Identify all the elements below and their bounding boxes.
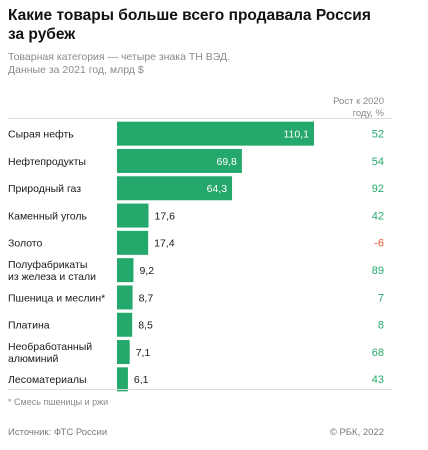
category-label: Каменный уголь xyxy=(8,210,88,222)
bar xyxy=(117,148,242,173)
value-label: 8,7 xyxy=(139,292,154,304)
bar xyxy=(117,176,233,201)
category-label-line: Полуфабрикаты xyxy=(8,259,87,271)
value-label: 6,1 xyxy=(134,374,149,386)
growth-header-line-1: Рост к 2020 xyxy=(333,96,384,107)
category-label: Нефтепродукты xyxy=(8,156,86,168)
chart-subtitle: Товарная категория — четыре знака ТН ВЭД… xyxy=(8,51,328,77)
growth-label: 92 xyxy=(372,183,384,195)
growth-label: 89 xyxy=(372,265,384,277)
category-label: Пшеница и меслин* xyxy=(8,292,105,304)
category-label-line: Нефтепродукты xyxy=(8,156,86,168)
value-label: 8,5 xyxy=(138,320,153,332)
subtitle-line-2: Данные за 2021 год, млрд $ xyxy=(8,64,144,76)
growth-header-line-2: году, % xyxy=(352,108,384,119)
growth-label: 68 xyxy=(372,347,384,359)
category-label-line: из железа и стали xyxy=(8,271,96,283)
category-label-line: Сырая нефть xyxy=(8,129,74,141)
growth-label: -6 xyxy=(374,238,384,250)
value-label: 69,8 xyxy=(216,156,237,168)
top-divider xyxy=(8,118,392,119)
chart-title: Какие товары больше всего продавала Росс… xyxy=(8,7,371,43)
bottom-divider xyxy=(8,389,392,390)
bar xyxy=(117,121,314,146)
growth-label: 54 xyxy=(372,156,384,168)
category-label: Золото xyxy=(8,238,42,250)
value-label: 110,1 xyxy=(284,129,310,141)
footnote: * Смесь пшеницы и ржи xyxy=(8,397,109,407)
bar xyxy=(117,258,134,283)
category-label-line: Платина xyxy=(8,320,50,332)
category-label: Природный газ xyxy=(8,183,81,195)
credit-note: © РБК, 2022 xyxy=(329,427,384,438)
value-label: 17,6 xyxy=(154,210,175,222)
value-label: 17,4 xyxy=(154,238,175,250)
subtitle-line-1: Товарная категория — четыре знака ТН ВЭД… xyxy=(8,51,231,63)
category-label-line: Золото xyxy=(8,238,42,250)
value-label: 9,2 xyxy=(139,265,154,277)
source-note: Источник: ФТС России xyxy=(8,427,108,438)
category-label: Необработанный алюминий xyxy=(8,341,92,365)
category-label-line: Пшеница и меслин* xyxy=(8,292,105,304)
value-label: 64,3 xyxy=(207,183,228,195)
bar xyxy=(117,285,133,310)
category-label-line: Каменный уголь xyxy=(8,210,88,222)
category-label-line: Необработанный xyxy=(8,341,92,353)
bar xyxy=(117,230,149,255)
bar xyxy=(117,203,149,228)
growth-label: 42 xyxy=(372,210,384,222)
growth-label: 43 xyxy=(372,374,384,386)
category-label: Лесоматериалы xyxy=(8,374,87,386)
growth-label: 8 xyxy=(378,320,384,332)
bar xyxy=(117,367,128,392)
category-label-line: Природный газ xyxy=(8,183,81,195)
category-label-line: Лесоматериалы xyxy=(8,374,87,386)
bar xyxy=(117,340,130,365)
bar xyxy=(117,312,133,337)
category-label-line: алюминий xyxy=(8,353,58,365)
growth-label: 7 xyxy=(378,292,384,304)
growth-column-header: Рост к 2020 году, % xyxy=(294,96,384,120)
category-label: Сырая нефть xyxy=(8,129,74,141)
value-label: 7,1 xyxy=(136,347,151,359)
category-label: Платина xyxy=(8,320,50,332)
growth-label: 52 xyxy=(372,129,384,141)
category-label: Полуфабрикаты из железа и стали xyxy=(8,259,96,283)
